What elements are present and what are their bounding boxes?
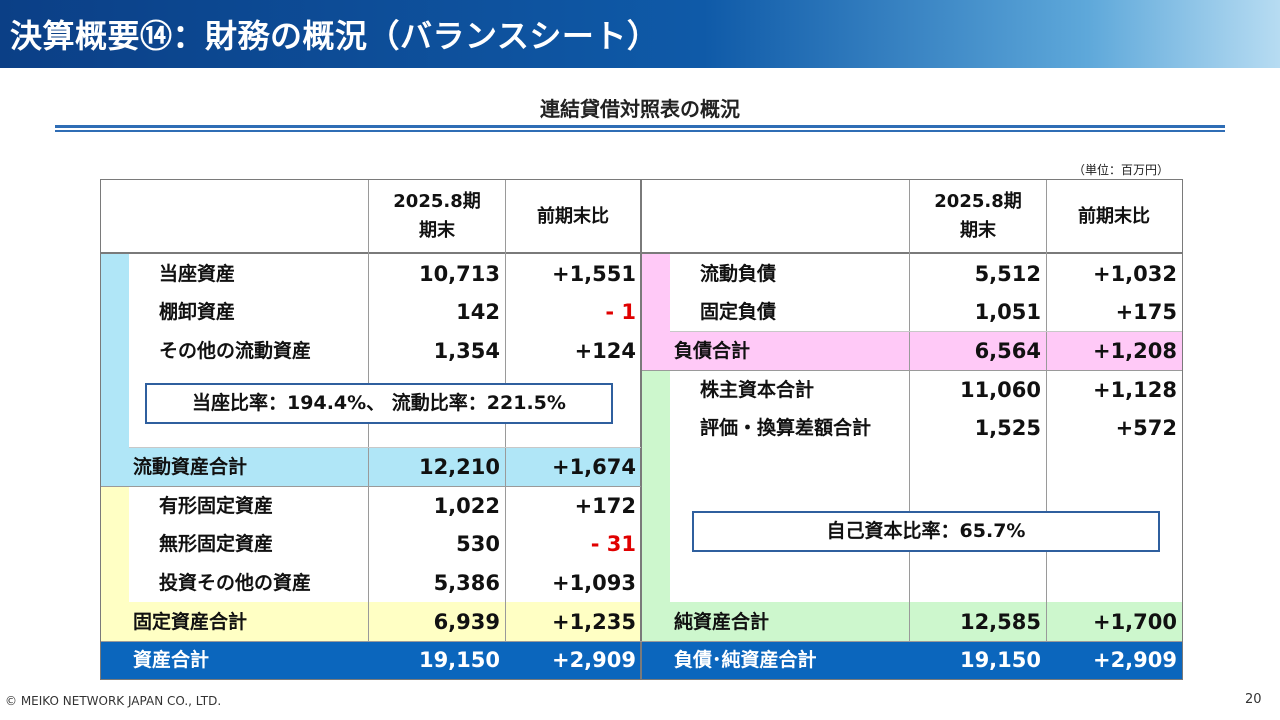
current-assets-total-bg xyxy=(101,447,641,486)
liquidity-ratio-box: 当座比率：194.4%、 流動比率：221.5% xyxy=(145,383,613,424)
total-value: 12,210 xyxy=(418,455,500,479)
row-label: 投資その他の資産 xyxy=(159,572,312,594)
total-label: 純資産合計 xyxy=(674,611,770,633)
row-value: 1,022 xyxy=(433,494,500,518)
row-value: 5,512 xyxy=(974,262,1041,286)
center-divider xyxy=(640,180,642,679)
subtitle-underline-2 xyxy=(55,130,1225,132)
liabilities-equity-total-change: +2,909 xyxy=(1092,648,1177,672)
header-bar: 決算概要⑭：財務の概況（バランスシート） xyxy=(0,0,1280,68)
assets-total-change: +2,909 xyxy=(551,648,636,672)
grid-line xyxy=(642,370,1182,371)
row-label: 固定負債 xyxy=(700,301,777,323)
row-value: 11,060 xyxy=(959,378,1041,402)
col-header-period: 2025.8期 xyxy=(393,191,481,212)
assets-total-label: 資産合計 xyxy=(133,649,210,671)
row-value: 1,525 xyxy=(974,416,1041,440)
row-change: +1,551 xyxy=(551,262,636,286)
equity-ratio-box: 自己資本比率：65.7% xyxy=(692,511,1160,552)
page-number: 20 xyxy=(1245,692,1262,707)
row-value: 142 xyxy=(456,300,500,324)
total-change: +1,674 xyxy=(551,455,636,479)
subtitle-underline xyxy=(55,125,1225,128)
fixed-assets-stripe xyxy=(101,486,129,602)
grid-line xyxy=(670,331,1182,332)
equity-total-bg xyxy=(642,602,1182,641)
row-label: 株主資本合計 xyxy=(700,379,815,401)
row-change-negative: - 31 xyxy=(590,532,636,556)
total-change: +1,235 xyxy=(551,610,636,634)
grid-line xyxy=(129,447,641,448)
grid-line xyxy=(101,641,1182,642)
liabilities-stripe xyxy=(642,254,670,331)
total-change: +1,208 xyxy=(1092,339,1177,363)
page-title: 決算概要⑭：財務の概況（バランスシート） xyxy=(10,17,660,55)
current-assets-stripe xyxy=(101,254,129,447)
row-value: 5,386 xyxy=(433,571,500,595)
col-header-period-sub-right: 期末 xyxy=(960,220,996,241)
row-label: 当座資産 xyxy=(159,263,236,285)
col-header-change: 前期末比 xyxy=(537,206,609,227)
total-change: +1,700 xyxy=(1092,610,1177,634)
total-label: 流動資産合計 xyxy=(133,456,248,478)
fixed-assets-total-bg xyxy=(101,602,641,641)
grid-line xyxy=(909,180,910,641)
row-value: 1,051 xyxy=(974,300,1041,324)
copyright-footer: © MEIKO NETWORK JAPAN CO., LTD. xyxy=(5,694,222,708)
liabilities-equity-total-value: 19,150 xyxy=(959,648,1041,672)
row-change: +175 xyxy=(1115,300,1177,324)
row-change: +1,032 xyxy=(1092,262,1177,286)
row-label: 無形固定資産 xyxy=(159,533,274,555)
row-label: 有形固定資産 xyxy=(159,495,274,517)
total-label: 負債合計 xyxy=(674,340,751,362)
assets-total-value: 19,150 xyxy=(418,648,500,672)
row-change: +1,128 xyxy=(1092,378,1177,402)
row-label: その他の流動資産 xyxy=(159,340,312,362)
total-value: 6,564 xyxy=(974,339,1041,363)
row-label: 評価・換算差額合計 xyxy=(700,417,872,439)
row-label: 流動負債 xyxy=(700,263,777,285)
col-header-change-right: 前期末比 xyxy=(1078,206,1150,227)
row-change: +124 xyxy=(574,339,636,363)
row-label: 棚卸資産 xyxy=(159,301,236,323)
total-value: 6,939 xyxy=(433,610,500,634)
total-value: 12,585 xyxy=(959,610,1041,634)
row-change: +1,093 xyxy=(551,571,636,595)
col-header-period-sub: 期末 xyxy=(419,220,455,241)
row-value: 1,354 xyxy=(433,339,500,363)
equity-stripe xyxy=(642,370,670,602)
row-change: +572 xyxy=(1115,416,1177,440)
grid-line xyxy=(1046,180,1047,641)
row-change-negative: - 1 xyxy=(605,300,636,324)
liabilities-equity-total-label: 負債･純資産合計 xyxy=(674,649,817,671)
unit-note: （単位：百万円） xyxy=(1073,163,1170,177)
balance-sheet-table: 2025.8期 期末 前期末比 2025.8期 期末 前期末比 当座資産 10,… xyxy=(100,179,1183,680)
row-change: +172 xyxy=(574,494,636,518)
total-label: 固定資産合計 xyxy=(133,611,248,633)
liabilities-total-bg xyxy=(642,331,1182,370)
col-header-period-right: 2025.8期 xyxy=(934,191,1022,212)
section-subtitle: 連結貸借対照表の概況 xyxy=(540,97,740,121)
row-value: 530 xyxy=(456,532,500,556)
row-value: 10,713 xyxy=(418,262,500,286)
grid-line xyxy=(101,486,641,487)
